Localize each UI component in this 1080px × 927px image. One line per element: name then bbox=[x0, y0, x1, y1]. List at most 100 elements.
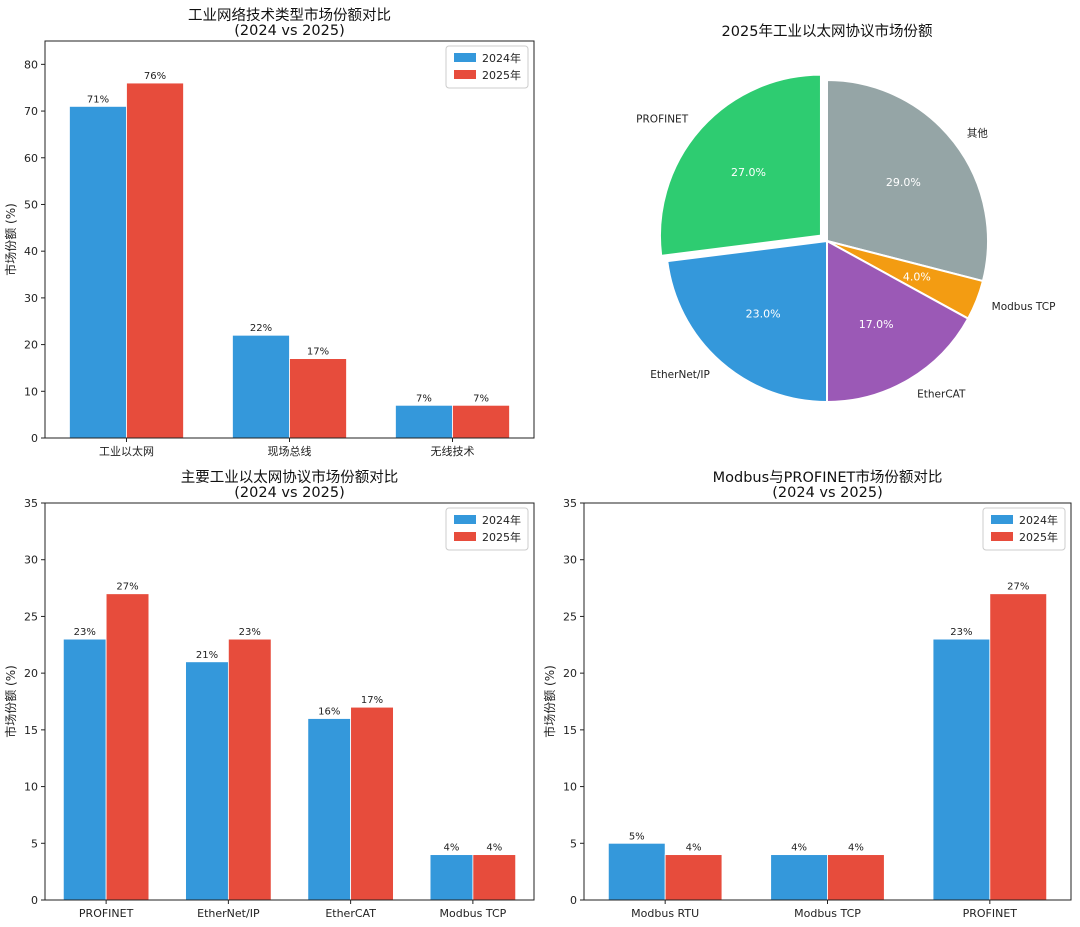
bar-data-label: 4% bbox=[848, 843, 864, 854]
plot-frame bbox=[44, 40, 535, 439]
bar-data-label: 4% bbox=[486, 843, 502, 854]
pie-slice-label: EtherNet/IP bbox=[650, 369, 710, 381]
legend-swatch-2024 bbox=[991, 515, 1013, 524]
bar-2025 bbox=[126, 82, 184, 439]
legend-swatch-2025 bbox=[991, 532, 1013, 541]
bar-2024 bbox=[395, 404, 453, 439]
pie-slice-label: PROFINET bbox=[636, 114, 689, 126]
legend-swatch-2025 bbox=[454, 532, 476, 541]
bar-data-label: 27% bbox=[1007, 582, 1029, 593]
bar-2024 bbox=[62, 638, 107, 901]
y-tick-label: 5 bbox=[31, 837, 38, 850]
y-tick-label: 50 bbox=[24, 198, 38, 211]
bar-2024 bbox=[307, 718, 352, 901]
legend-label: 2025年 bbox=[482, 68, 521, 82]
bar-data-label: 4% bbox=[444, 843, 460, 854]
legend-swatch-2024 bbox=[454, 515, 476, 524]
legend-swatch-2025 bbox=[454, 70, 476, 79]
chart-subtitle: (2024 vs 2025) bbox=[772, 485, 882, 501]
y-tick-label: 0 bbox=[570, 894, 577, 907]
bar-data-label: 71% bbox=[87, 94, 109, 105]
chart-protocol-pie: 2025年工业以太网协议市场份额 29.0% 其他 4.0% Modbus TCP 17.… bbox=[636, 23, 1056, 404]
y-tick-label: 5 bbox=[570, 837, 577, 850]
y-tick-label: 30 bbox=[24, 554, 38, 567]
bar-2025 bbox=[452, 404, 510, 439]
bar-2025 bbox=[664, 854, 723, 901]
x-tick-label: 现场总线 bbox=[268, 444, 312, 458]
y-axis-label: 市场份额 (%) bbox=[3, 665, 18, 738]
pie-slice-label: Modbus TCP bbox=[992, 301, 1056, 313]
chart-title: Modbus与PROFINET市场份额对比 bbox=[713, 469, 943, 486]
bar-2024 bbox=[232, 334, 290, 439]
pie-slice bbox=[826, 239, 970, 404]
bar-2024 bbox=[770, 854, 828, 901]
y-tick-label: 30 bbox=[24, 292, 38, 305]
legend-label: 2024年 bbox=[482, 513, 521, 527]
pie-slice-label: EtherCAT bbox=[917, 388, 966, 400]
bar-2025 bbox=[989, 593, 1048, 901]
plot-frame bbox=[583, 502, 1072, 901]
x-tick-label: Modbus TCP bbox=[439, 907, 506, 920]
plot-frame bbox=[44, 502, 535, 901]
chart-title: 工业网络技术类型市场份额对比 bbox=[188, 7, 391, 24]
y-tick-label: 60 bbox=[24, 152, 38, 165]
legend-label: 2025年 bbox=[1019, 530, 1058, 544]
x-tick-label: 无线技术 bbox=[431, 444, 475, 458]
y-tick-label: 35 bbox=[563, 497, 577, 510]
pie-slice-percent: 23.0% bbox=[746, 307, 781, 320]
pie-slice-percent: 29.0% bbox=[886, 176, 921, 189]
x-tick-label: 工业以太网 bbox=[99, 445, 154, 458]
bar-data-label: 5% bbox=[629, 831, 645, 842]
y-tick-label: 40 bbox=[24, 245, 38, 258]
y-tick-label: 20 bbox=[24, 339, 38, 352]
bar-data-label: 4% bbox=[686, 843, 702, 854]
y-tick-label: 0 bbox=[31, 894, 38, 907]
y-tick-label: 70 bbox=[24, 105, 38, 118]
bar-data-label: 76% bbox=[144, 71, 166, 82]
bar-data-label: 22% bbox=[250, 323, 272, 334]
y-tick-label: 25 bbox=[563, 610, 577, 623]
bar-2025 bbox=[227, 638, 272, 901]
chart-subtitle: (2024 vs 2025) bbox=[234, 485, 344, 501]
bar-data-label: 23% bbox=[239, 627, 261, 638]
bar-data-label: 17% bbox=[307, 347, 329, 358]
y-tick-label: 10 bbox=[563, 781, 577, 794]
bar-data-label: 17% bbox=[361, 695, 383, 706]
x-tick-label: Modbus RTU bbox=[631, 907, 699, 920]
bar-2024 bbox=[69, 105, 127, 439]
pie-slice bbox=[666, 239, 828, 404]
legend-swatch-2024 bbox=[454, 53, 476, 62]
bar-2024 bbox=[429, 854, 474, 901]
chart-title: 2025年工业以太网协议市场份额 bbox=[722, 23, 933, 40]
bar-data-label: 16% bbox=[318, 707, 340, 718]
y-tick-label: 20 bbox=[563, 667, 577, 680]
pie-slice-label: 其他 bbox=[967, 126, 988, 139]
x-tick-label: Modbus TCP bbox=[794, 907, 861, 920]
bar-2025 bbox=[289, 358, 347, 439]
y-tick-label: 20 bbox=[24, 667, 38, 680]
y-tick-label: 25 bbox=[24, 610, 38, 623]
legend-label: 2025年 bbox=[482, 530, 521, 544]
bar-data-label: 7% bbox=[416, 393, 432, 404]
pie-slice-percent: 4.0% bbox=[903, 271, 931, 284]
chart-subtitle: (2024 vs 2025) bbox=[234, 23, 344, 39]
bar-data-label: 4% bbox=[791, 843, 807, 854]
chart-ethernet-protocols: 主要工业以太网协议市场份额对比(2024 vs 2025) 0 5 10 15 20 25 3… bbox=[3, 469, 535, 920]
bar-2025 bbox=[105, 593, 150, 901]
y-tick-label: 0 bbox=[31, 432, 38, 445]
y-axis-label: 市场份额 (%) bbox=[3, 203, 18, 276]
x-tick-label: EtherCAT bbox=[325, 907, 376, 920]
pie-slice-percent: 27.0% bbox=[731, 166, 766, 179]
chart-network-types: 工业网络技术类型市场份额对比(2024 vs 2025) 0 10 20 30 40 50 6… bbox=[3, 7, 535, 458]
x-tick-label: PROFINET bbox=[963, 907, 1018, 920]
bar-data-label: 21% bbox=[196, 650, 218, 661]
bar-2024 bbox=[185, 661, 229, 901]
legend-label: 2024年 bbox=[482, 51, 521, 65]
y-axis-label: 市场份额 (%) bbox=[542, 665, 557, 738]
pie-slice bbox=[658, 73, 822, 257]
bar-2025 bbox=[827, 854, 885, 901]
bar-data-label: 7% bbox=[473, 393, 489, 404]
legend-label: 2024年 bbox=[1019, 513, 1058, 527]
y-tick-label: 80 bbox=[24, 58, 38, 71]
